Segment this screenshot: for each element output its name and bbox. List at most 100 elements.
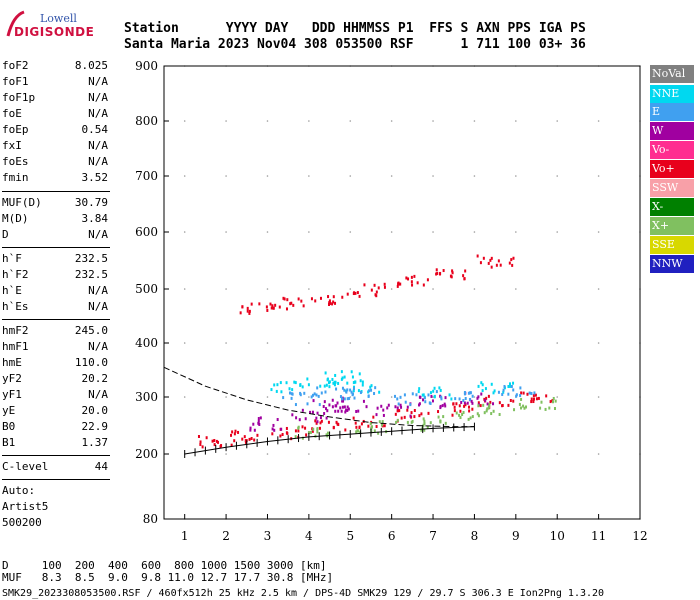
grid-dot: [473, 453, 476, 455]
echo-point: [320, 391, 323, 395]
echo-point: [285, 307, 288, 311]
x-tick-label: 6: [388, 529, 396, 543]
echo-point: [448, 393, 451, 397]
echo-point: [270, 388, 273, 392]
echo-point: [361, 383, 364, 387]
echo-point: [526, 392, 529, 396]
echo-point: [271, 304, 274, 308]
echo-point: [438, 272, 441, 276]
grid-dot: [266, 175, 269, 177]
echo-point: [396, 418, 399, 422]
y-tick-label: 400: [135, 336, 158, 350]
legend-item: W: [650, 122, 694, 140]
echo-point: [326, 431, 329, 435]
echo-point: [481, 389, 484, 393]
echo-point: [497, 259, 500, 263]
echo-point: [525, 405, 528, 409]
echo-point: [294, 381, 297, 385]
echo-point: [488, 405, 491, 409]
echo-point: [483, 411, 486, 415]
param-row: h`F 232.5: [2, 251, 108, 267]
echo-point: [248, 437, 251, 441]
echo-point: [281, 432, 284, 436]
echo-point: [551, 400, 554, 404]
y-tick-label: 600: [135, 225, 158, 239]
echo-point: [367, 394, 370, 398]
echo-point: [316, 430, 319, 434]
param-value: N/A: [88, 91, 108, 104]
echo-point: [248, 311, 251, 315]
grid-dot: [390, 231, 393, 233]
echo-point: [328, 385, 331, 389]
echo-point: [258, 302, 261, 306]
echo-point: [301, 425, 304, 429]
echo-point: [341, 295, 344, 299]
echo-point: [395, 420, 398, 424]
echo-point: [311, 429, 314, 433]
echo-point: [265, 305, 268, 309]
echo-point: [337, 423, 340, 427]
grid-dot: [225, 288, 227, 290]
echo-point: [406, 420, 409, 424]
echo-point: [477, 395, 480, 399]
echo-point: [368, 389, 371, 393]
echo-point: [422, 423, 425, 427]
echo-point: [352, 292, 355, 296]
param-name: foF1p: [2, 91, 36, 104]
echo-point: [297, 297, 300, 301]
echo-point: [323, 384, 326, 388]
grid-dot: [266, 396, 269, 398]
grid-dot: [597, 175, 600, 177]
echo-point: [530, 397, 533, 401]
echo-point: [467, 405, 470, 409]
echo-point: [315, 393, 318, 397]
echo-point: [509, 398, 512, 402]
echo-point: [322, 405, 325, 409]
echo-point: [361, 380, 364, 384]
echo-point: [319, 384, 322, 388]
echo-point: [304, 426, 307, 430]
echo-point: [365, 405, 368, 409]
echo-point: [299, 383, 302, 387]
param-row: h`F2 232.5: [2, 267, 108, 283]
grid-dot: [597, 396, 600, 398]
grid-dot: [183, 288, 186, 290]
ionogram-plot: 1 2 3 4 5 6 7 8 9 10 11 12 80 200 300 400 500 600 700 800 9…: [120, 58, 660, 548]
legend-item: NNW: [650, 255, 694, 273]
param-row: D N/A: [2, 227, 108, 243]
echo-point: [403, 393, 406, 397]
echo-point: [341, 397, 344, 401]
param-row: foF2 8.025: [2, 58, 108, 74]
x-tick-label: 10: [550, 529, 565, 543]
param-value: N/A: [88, 340, 108, 353]
echo-point: [444, 421, 447, 425]
echo-point: [272, 306, 275, 310]
echo-point: [319, 421, 322, 425]
grid-dot: [308, 288, 310, 290]
echo-point: [507, 403, 510, 407]
echo-point: [333, 383, 336, 387]
param-value: 232.5: [74, 252, 108, 265]
echo-point: [433, 395, 436, 399]
echo-point: [440, 395, 443, 399]
echo-point: [492, 402, 495, 406]
echo-point: [201, 445, 204, 449]
echo-point: [373, 283, 376, 287]
echo-point: [487, 406, 490, 410]
x-tick-label: 5: [346, 529, 354, 543]
echo-point: [307, 383, 310, 387]
grid-dot: [432, 453, 434, 455]
auto-label: Auto:: [2, 484, 36, 497]
param-row: M(D) 3.84: [2, 211, 108, 227]
grid-dot: [308, 120, 310, 122]
echo-point: [306, 377, 309, 381]
grid-dot: [390, 175, 393, 177]
echo-point: [490, 382, 493, 386]
echo-point: [230, 443, 233, 447]
grid-dot: [390, 396, 393, 398]
echo-point: [400, 405, 403, 409]
echo-point: [346, 292, 349, 296]
param-value: 20.2: [81, 372, 109, 385]
echo-point: [246, 306, 249, 310]
echo-point: [305, 433, 308, 437]
